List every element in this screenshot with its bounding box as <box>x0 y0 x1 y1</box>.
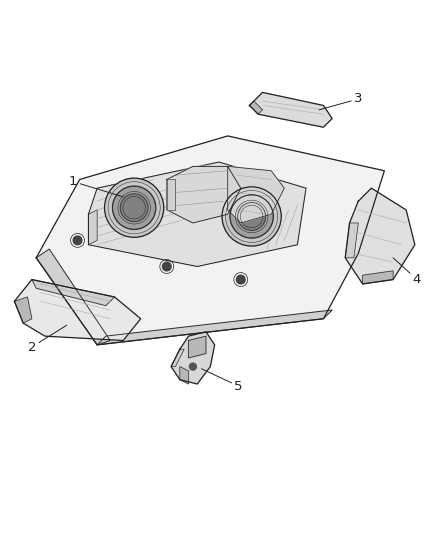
Polygon shape <box>180 367 188 384</box>
Polygon shape <box>88 162 306 266</box>
Circle shape <box>113 186 156 230</box>
Polygon shape <box>36 136 385 345</box>
Polygon shape <box>14 279 141 341</box>
Polygon shape <box>188 336 206 358</box>
Polygon shape <box>171 349 184 367</box>
Polygon shape <box>345 188 415 284</box>
Polygon shape <box>345 223 358 258</box>
Polygon shape <box>167 166 241 223</box>
Polygon shape <box>250 101 262 114</box>
Text: 3: 3 <box>319 92 363 110</box>
Polygon shape <box>36 249 110 345</box>
Polygon shape <box>250 92 332 127</box>
Circle shape <box>105 178 164 237</box>
Polygon shape <box>88 210 97 245</box>
Polygon shape <box>97 310 332 345</box>
Polygon shape <box>32 279 115 305</box>
Polygon shape <box>171 332 215 384</box>
Text: 4: 4 <box>393 258 421 286</box>
Polygon shape <box>14 297 32 323</box>
Circle shape <box>189 363 196 370</box>
Text: 5: 5 <box>201 369 243 393</box>
Polygon shape <box>228 166 284 223</box>
Circle shape <box>162 262 171 271</box>
Circle shape <box>120 194 148 222</box>
Text: 2: 2 <box>28 325 67 353</box>
Circle shape <box>237 275 245 284</box>
Text: 1: 1 <box>69 175 123 197</box>
Circle shape <box>230 195 273 238</box>
Circle shape <box>238 203 265 230</box>
Circle shape <box>73 236 82 245</box>
Polygon shape <box>167 180 176 210</box>
Polygon shape <box>363 271 393 284</box>
Circle shape <box>222 187 281 246</box>
